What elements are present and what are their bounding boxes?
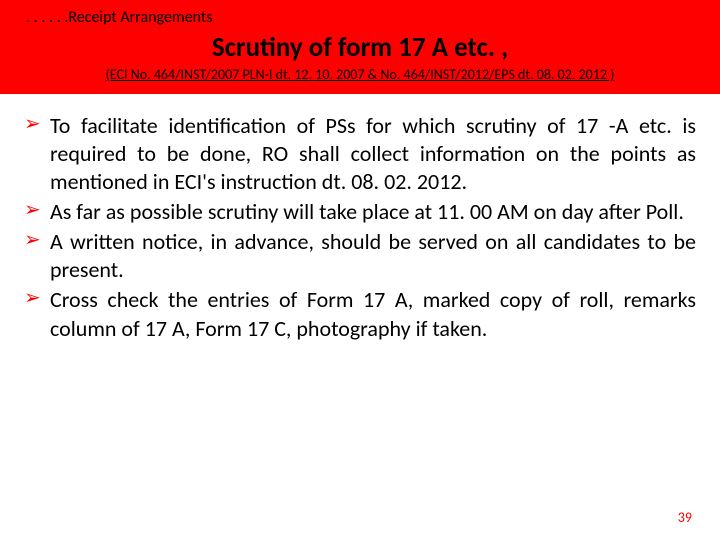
- page-number: 39: [678, 509, 692, 526]
- list-item: Cross check the entries of Form 17 A, ma…: [24, 286, 696, 342]
- breadcrumb: . . . . . .Receipt Arrangements: [12, 6, 708, 27]
- list-item: As far as possible scrutiny will take pl…: [24, 198, 696, 226]
- content-area: To facilitate identification of PSs for …: [0, 94, 720, 343]
- page-title: Scrutiny of form 17 A etc. ,: [12, 31, 708, 64]
- page-subtitle: (ECI No. 464/INST/2007 PLN-I dt. 12. 10.…: [12, 66, 708, 84]
- list-item: A written notice, in advance, should be …: [24, 228, 696, 284]
- bullet-list: To facilitate identification of PSs for …: [24, 112, 696, 343]
- list-item: To facilitate identification of PSs for …: [24, 112, 696, 196]
- header-block: . . . . . .Receipt Arrangements Scrutiny…: [0, 0, 720, 94]
